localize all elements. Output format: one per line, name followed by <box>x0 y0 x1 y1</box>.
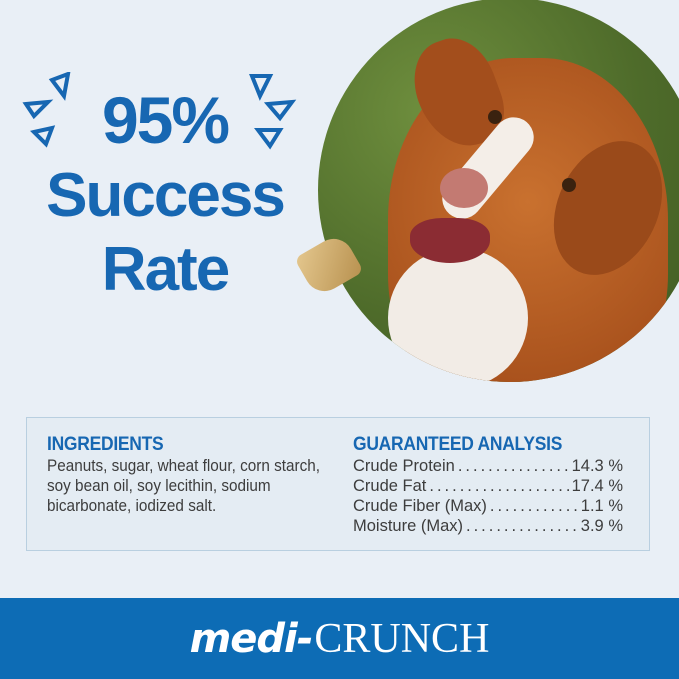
analysis-row: Crude Fat 17.4 % <box>353 476 623 496</box>
brand-logo-crunch: CRUNCH <box>314 615 490 662</box>
analysis-value: 17.4 % <box>571 477 623 495</box>
brand-footer: medi- CRUNCH <box>0 598 679 679</box>
analysis-value: 1.1 % <box>580 497 623 515</box>
ingredients-text: Peanuts, sugar, wheat flour, corn starch… <box>47 456 321 515</box>
analysis-label: Crude Fat <box>353 477 427 495</box>
analysis-title: GUARANTEED ANALYSIS <box>353 434 563 455</box>
analysis-row: Crude Fiber (Max) 1.1 % <box>353 496 623 516</box>
analysis-value: 14.3 % <box>571 457 623 475</box>
headline-success: Success <box>46 161 286 230</box>
ingredients-title: INGREDIENTS <box>47 434 164 455</box>
ingredients-section: INGREDIENTS Peanuts, sugar, wheat flour,… <box>47 434 337 516</box>
analysis-label: Moisture (Max) <box>353 517 464 535</box>
headline-percent: 95% <box>101 83 230 157</box>
dog-photo <box>318 0 679 382</box>
analysis-value: 3.9 % <box>580 517 623 535</box>
analysis-section: GUARANTEED ANALYSIS Crude Protein14.3 % … <box>353 434 623 536</box>
headline-rate: Rate <box>101 235 230 304</box>
analysis-label: Crude Protein <box>353 457 455 475</box>
analysis-label: Crude Fiber (Max) <box>353 497 487 515</box>
brand-logo-medi: medi- <box>189 615 314 662</box>
analysis-row: Moisture (Max) 3.9 % <box>353 516 623 536</box>
nutrition-panel: INGREDIENTS Peanuts, sugar, wheat flour,… <box>26 417 650 551</box>
sparkle-icon <box>249 74 297 150</box>
sparkle-icon <box>22 72 71 148</box>
analysis-row: Crude Protein 14.3 % <box>353 456 623 476</box>
